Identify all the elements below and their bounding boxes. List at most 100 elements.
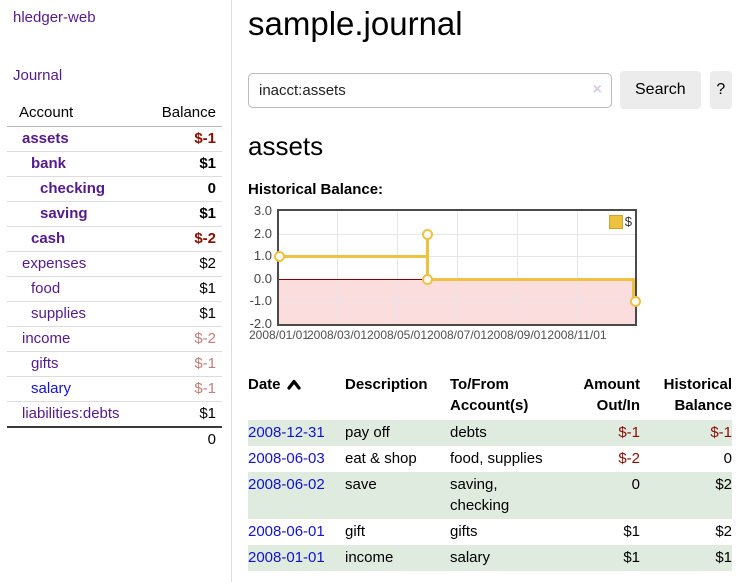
x-axis-tick: 2008/05/01	[366, 328, 428, 342]
transaction-accounts: debts	[450, 424, 487, 441]
transaction-description: save	[345, 476, 377, 493]
account-balance-table: Account Balance assets $-1 bank $1 check…	[7, 102, 222, 452]
account-balance: $1	[114, 401, 222, 427]
date-column-header[interactable]: Date	[248, 372, 345, 420]
account-balance: $-2	[114, 326, 222, 352]
register-row: 2008-01-01 income salary $1 $1	[248, 545, 732, 571]
y-axis-tick: 1.0	[253, 248, 272, 263]
account-balance: $1	[114, 301, 222, 327]
balance-column-header: Historical Balance	[663, 376, 732, 414]
balance-line-segment	[632, 279, 635, 302]
search-input[interactable]	[248, 72, 612, 108]
account-total-row: 0	[7, 426, 222, 452]
x-axis-tick: 2008/03/01	[306, 328, 368, 342]
transaction-date-link[interactable]: 2008-06-03	[248, 450, 325, 467]
gridline	[517, 211, 518, 324]
y-axis-tick: -2.0	[249, 316, 272, 331]
account-link-checking[interactable]: checking	[40, 180, 106, 197]
x-axis-tick: 2008/09/01	[486, 328, 548, 342]
account-link-gifts[interactable]: gifts	[31, 355, 59, 372]
transaction-amount: $-2	[618, 450, 640, 467]
gridline	[397, 211, 398, 324]
transaction-date-link[interactable]: 2008-06-02	[248, 476, 325, 493]
data-point-marker	[422, 229, 433, 240]
transaction-date-link[interactable]: 2008-01-01	[248, 549, 325, 566]
sort-ascending-icon	[286, 375, 301, 396]
app-title-link[interactable]: hledger-web	[13, 9, 96, 26]
account-row-income: income $-2	[7, 326, 222, 352]
account-heading: assets	[248, 131, 324, 161]
transaction-balance: $2	[715, 476, 732, 493]
transaction-balance: $2	[715, 523, 732, 540]
transaction-amount: $1	[623, 549, 640, 566]
account-link-supplies[interactable]: supplies	[31, 305, 87, 322]
x-axis-tick: 2008/11/01	[547, 328, 607, 342]
transaction-amount: 0	[631, 476, 640, 493]
search-bar: × Search ?	[248, 71, 732, 109]
transaction-description: gift	[345, 523, 366, 540]
legend-swatch	[608, 214, 623, 229]
transaction-balance: $1	[715, 549, 732, 566]
account-balance: $-1	[114, 126, 222, 152]
account-link-liabilities-debts[interactable]: liabilities:debts	[22, 405, 120, 422]
account-row-liabilities-debts: liabilities:debts $1	[7, 401, 222, 427]
chart-plot-area: $	[274, 209, 641, 326]
account-row-saving: saving $1	[7, 201, 222, 227]
transaction-date-link[interactable]: 2008-06-01	[248, 523, 325, 540]
y-axis-tick: 2.0	[253, 226, 272, 241]
account-row-checking: checking 0	[7, 176, 222, 202]
sidebar-item-journal[interactable]: Journal	[13, 67, 63, 84]
account-link-expenses[interactable]: expenses	[22, 255, 87, 272]
account-row-food: food $1	[7, 276, 222, 302]
balance-line-segment	[426, 234, 429, 280]
chart-legend: $	[608, 214, 632, 229]
account-balance: $-1	[114, 376, 222, 402]
account-balance: $1	[114, 151, 222, 177]
transaction-amount: $1	[623, 523, 640, 540]
transaction-accounts: salary	[450, 549, 491, 566]
transaction-date-link[interactable]: 2008-12-31	[248, 424, 325, 441]
chart-title: Historical Balance:	[248, 181, 384, 198]
account-link-income[interactable]: income	[22, 330, 71, 347]
account-link-bank[interactable]: bank	[31, 155, 67, 172]
account-link-food[interactable]: food	[31, 280, 61, 297]
description-column-header: Description	[345, 376, 428, 393]
transaction-accounts: gifts	[450, 523, 478, 540]
transaction-balance: 0	[723, 450, 732, 467]
transaction-description: pay off	[345, 424, 390, 441]
transaction-description: income	[345, 549, 394, 566]
account-balance: $-2	[114, 226, 222, 252]
transaction-accounts: food, supplies	[450, 450, 543, 467]
search-button[interactable]: Search	[620, 71, 701, 109]
main-panel: sample.journal × Search ? assets Histori…	[233, 0, 742, 582]
clear-search-icon[interactable]: ×	[592, 80, 602, 98]
register-row: 2008-06-01 gift gifts $1 $2	[248, 519, 732, 545]
date-header-label: Date	[248, 376, 281, 393]
balance-line-segment	[426, 278, 635, 281]
account-row-supplies: supplies $1	[7, 301, 222, 327]
account-row-bank: bank $1	[7, 151, 222, 177]
account-balance: $2	[114, 251, 222, 277]
data-point-marker	[630, 296, 641, 307]
account-link-cash[interactable]: cash	[31, 230, 66, 247]
register-table: Date Description To/From Account(s) Amou…	[248, 372, 732, 571]
account-balance: 0	[114, 176, 222, 202]
balance-column-header: Balance	[114, 102, 222, 127]
y-axis-tick: 3.0	[253, 203, 272, 218]
account-row-cash: cash $-2	[7, 226, 222, 252]
amount-column-header: Amount Out/In	[583, 376, 640, 414]
page-title: sample.journal	[248, 5, 463, 42]
account-link-salary[interactable]: salary	[31, 380, 72, 397]
data-point-marker	[422, 274, 433, 285]
transaction-balance: $-1	[710, 424, 732, 441]
search-field-wrap: ×	[248, 72, 612, 108]
help-button[interactable]: ?	[709, 71, 732, 109]
account-link-saving[interactable]: saving	[40, 205, 88, 222]
account-balance: $-1	[114, 351, 222, 377]
transaction-description: eat & shop	[345, 450, 417, 467]
account-link-assets[interactable]: assets	[22, 130, 69, 147]
legend-label: $	[624, 214, 632, 229]
gridline	[577, 211, 578, 324]
sidebar: hledger-web Journal Account Balance asse…	[0, 0, 232, 582]
account-row-expenses: expenses $2	[7, 251, 222, 277]
